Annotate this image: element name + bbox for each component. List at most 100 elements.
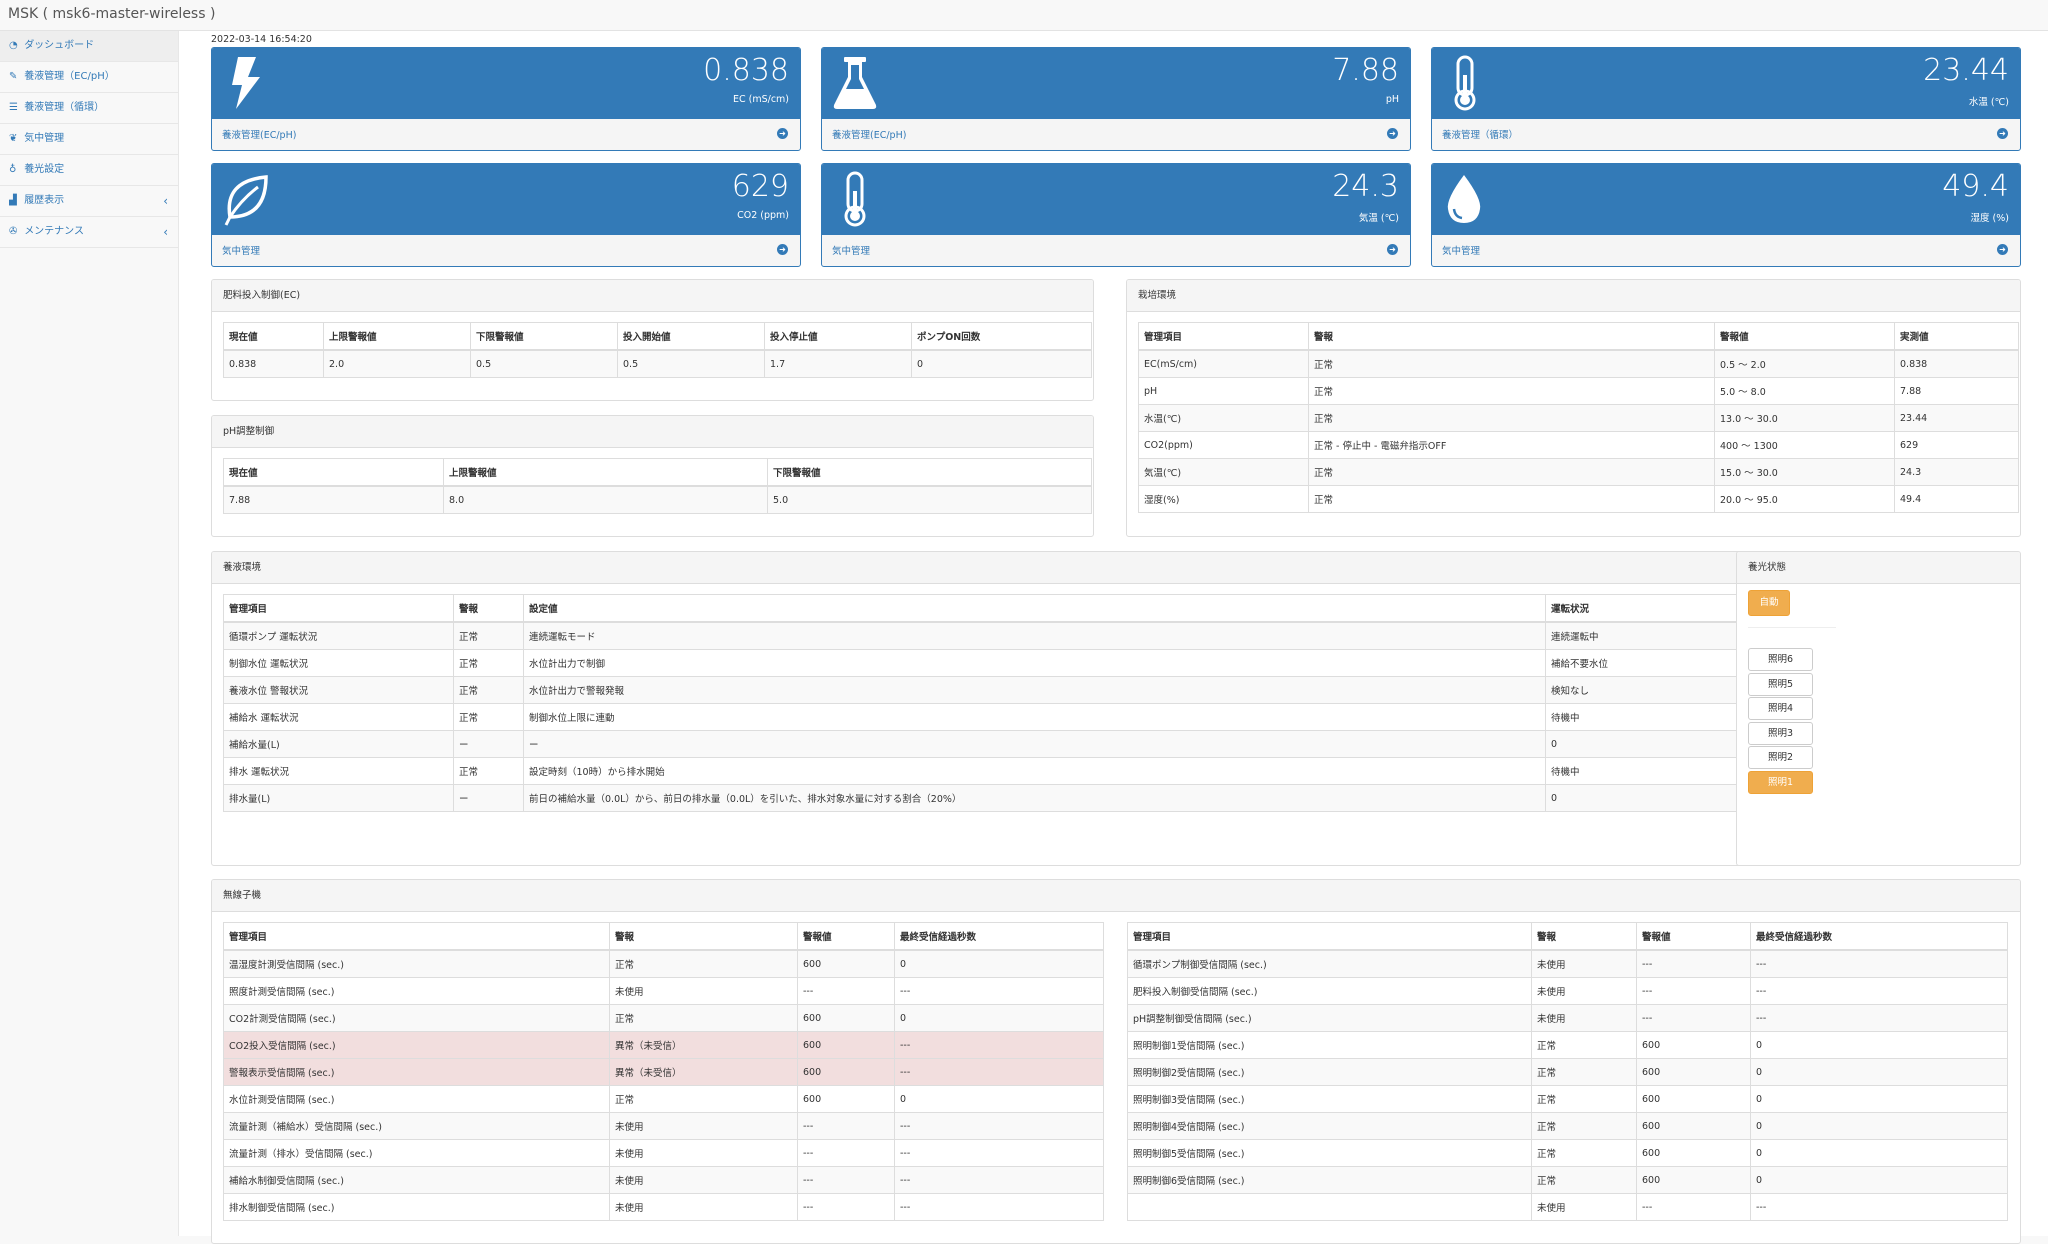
divider xyxy=(1748,627,1836,628)
table-cell: --- xyxy=(894,1193,1104,1221)
table-cell: 未使用 xyxy=(609,977,798,1005)
stat-card-link[interactable]: 気中管理 xyxy=(1442,246,1481,257)
stat-card-link[interactable]: 養液管理（循環） xyxy=(1442,130,1519,141)
table-cell: CO2投入受信間隔 (sec.) xyxy=(223,1031,610,1059)
table-header-row: 管理項目 警報 警報値 最終受信経過秒数 xyxy=(223,922,1104,951)
table-cell: 照明制御3受信間隔 (sec.) xyxy=(1127,1085,1532,1113)
table-cell: 0 xyxy=(1750,1139,2008,1167)
arrow-circle-right-icon[interactable]: ➜ xyxy=(777,244,788,255)
table-row: 流量計測（排水）受信間隔 (sec.) 未使用 --- --- xyxy=(223,1139,1104,1167)
light-button[interactable]: 照明4 xyxy=(1748,697,1813,720)
table-cell: --- xyxy=(797,977,895,1005)
sidebar-item-air[interactable]: ❦ 気中管理 xyxy=(0,124,178,155)
stat-card-air-temp: 24.3 気温 (℃) 気中管理 ➜ xyxy=(821,163,1411,267)
arrow-circle-right-icon[interactable]: ➜ xyxy=(1997,128,2008,139)
stat-unit: CO2 (ppm) xyxy=(737,210,789,221)
table-cell: 5.0 xyxy=(767,485,1092,514)
table-cell: 600 xyxy=(797,1004,895,1032)
table-cell: 0 xyxy=(1750,1166,2008,1194)
column-header: 上限警報値 xyxy=(323,322,471,351)
table-row: 気温(℃) 正常 15.0 〜 30.0 24.3 xyxy=(1138,458,2019,486)
stat-card-header: 629 CO2 (ppm) xyxy=(212,164,800,235)
stat-value: 23.44 xyxy=(1923,53,2009,88)
table-cell: 前日の補給水量（0.0L）から、前日の排水量（0.0L）を引いた、排水対象水量に… xyxy=(523,784,1546,812)
leaf-icon xyxy=(224,175,268,226)
wireless-left-table: 管理項目 警報 警報値 最終受信経過秒数 温湿度計測受信間隔 (sec.) 正常 6… xyxy=(223,922,1104,1221)
light-button[interactable]: 照明5 xyxy=(1748,672,1813,696)
stat-card-water-temp: 23.44 水温 (℃) 養液管理（循環） ➜ xyxy=(1431,47,2021,151)
table-cell: 600 xyxy=(797,1085,895,1113)
flask-icon xyxy=(833,57,877,109)
table-cell: 正常 xyxy=(1531,1112,1637,1140)
column-header: 設定値 xyxy=(523,594,1546,623)
column-header: 上限警報値 xyxy=(443,458,768,487)
table-row: 0.838 2.0 0.5 0.5 1.7 0 xyxy=(223,349,1092,378)
app-title[interactable]: MSK ( msk6-master-wireless ) xyxy=(8,6,216,22)
table-cell: 0.5 xyxy=(617,349,765,378)
table-cell: 600 xyxy=(1636,1058,1751,1086)
table-cell: 水位計測受信間隔 (sec.) xyxy=(223,1085,610,1113)
stat-card-link[interactable]: 気中管理 xyxy=(222,246,261,257)
light-button[interactable]: 照明3 xyxy=(1748,721,1813,745)
auto-mode-button[interactable]: 自動 xyxy=(1748,590,1790,616)
sidebar-item-history[interactable]: ▟ 履歴表示 ‹ xyxy=(0,186,178,217)
light-button[interactable]: 照明6 xyxy=(1748,648,1813,671)
table-cell: --- xyxy=(1750,1193,2008,1221)
arrow-circle-right-icon[interactable]: ➜ xyxy=(777,128,788,139)
stat-unit: pH xyxy=(1385,94,1399,105)
column-header: 警報 xyxy=(609,922,798,951)
stat-card-link[interactable]: 養液管理(EC/pH) xyxy=(222,130,297,141)
column-header: 現在値 xyxy=(223,458,444,487)
table-cell: 循環ポンプ 運転状況 xyxy=(223,621,454,650)
table-cell: --- xyxy=(894,1166,1104,1194)
table-cell: --- xyxy=(1636,977,1751,1005)
stat-card-link[interactable]: 養液管理(EC/pH) xyxy=(832,130,907,141)
table-header-row: 管理項目 警報 警報値 最終受信経過秒数 xyxy=(1127,922,2008,951)
table-row: 未使用 --- --- xyxy=(1127,1193,2008,1221)
table-cell: 正常 xyxy=(453,649,524,677)
table-cell: 未使用 xyxy=(1531,977,1637,1005)
table-cell: 照明制御2受信間隔 (sec.) xyxy=(1127,1058,1532,1086)
sidebar-item-dashboard[interactable]: ◔ ダッシュボード xyxy=(0,31,178,62)
arrow-circle-right-icon[interactable]: ➜ xyxy=(1387,244,1398,255)
table-row: 照明制御3受信間隔 (sec.) 正常 600 0 xyxy=(1127,1085,2008,1113)
table-row: CO2投入受信間隔 (sec.) 異常（未受信） 600 --- xyxy=(223,1031,1104,1059)
thermometer-icon xyxy=(844,171,866,227)
column-header: 警報 xyxy=(1531,922,1637,951)
sidebar-item-label: 養光設定 xyxy=(24,164,65,175)
stat-unit: 水温 (℃) xyxy=(1968,97,2009,108)
table-row: 照明制御4受信間隔 (sec.) 正常 600 0 xyxy=(1127,1112,2008,1140)
table-cell: 600 xyxy=(1636,1085,1751,1113)
table-cell: --- xyxy=(894,977,1104,1005)
table-row: 循環ポンプ 運転状況 正常 連続運転モード 連続運転中 xyxy=(223,621,1893,650)
light-button[interactable]: 照明2 xyxy=(1748,746,1813,769)
table-row: 照明制御5受信間隔 (sec.) 正常 600 0 xyxy=(1127,1139,2008,1167)
column-header: 警報値 xyxy=(797,922,895,951)
table-cell: CO2計測受信間隔 (sec.) xyxy=(223,1004,610,1032)
sidebar-item-maintenance[interactable]: ✇ メンテナンス ‹ xyxy=(0,217,178,248)
table-cell: 23.44 xyxy=(1894,404,2019,432)
arrow-circle-right-icon[interactable]: ➜ xyxy=(1387,128,1398,139)
table-cell: --- xyxy=(894,1031,1104,1059)
table-cell: 正常 xyxy=(453,757,524,785)
wireless-right-table: 管理項目 警報 警報値 最終受信経過秒数 循環ポンプ制御受信間隔 (sec.) 未… xyxy=(1127,922,2008,1221)
table-cell: --- xyxy=(894,1112,1104,1140)
table-row: 養液水位 警報状況 正常 水位計出力で警報発報 検知なし xyxy=(223,676,1893,704)
top-navbar: MSK ( msk6-master-wireless ) xyxy=(0,0,2048,31)
table-cell: 肥料投入制御受信間隔 (sec.) xyxy=(1127,977,1532,1005)
light-button[interactable]: 照明1 xyxy=(1748,770,1813,794)
table-cell: 未使用 xyxy=(1531,1004,1637,1032)
table-cell: 正常 xyxy=(1308,458,1715,486)
sidebar-item-light[interactable]: ♁ 養光設定 xyxy=(0,155,178,186)
arrow-circle-right-icon[interactable]: ➜ xyxy=(1997,244,2008,255)
table-row: 照明制御6受信間隔 (sec.) 正常 600 0 xyxy=(1127,1166,2008,1194)
stat-card-header: 49.4 湿度 (%) xyxy=(1432,164,2020,235)
table-cell: 排水 運転状況 xyxy=(223,757,454,785)
stat-card-link[interactable]: 気中管理 xyxy=(832,246,871,257)
column-header: 警報 xyxy=(453,594,524,623)
table-cell: 600 xyxy=(1636,1112,1751,1140)
table-cell: 正常 xyxy=(1308,349,1715,378)
sidebar-item-nutrient-circulation[interactable]: ☰ 養液管理（循環） xyxy=(0,93,178,124)
list-icon: ☰ xyxy=(9,102,18,113)
sidebar-item-nutrient-ecph[interactable]: ✎ 養液管理（EC/pH） xyxy=(0,62,178,93)
